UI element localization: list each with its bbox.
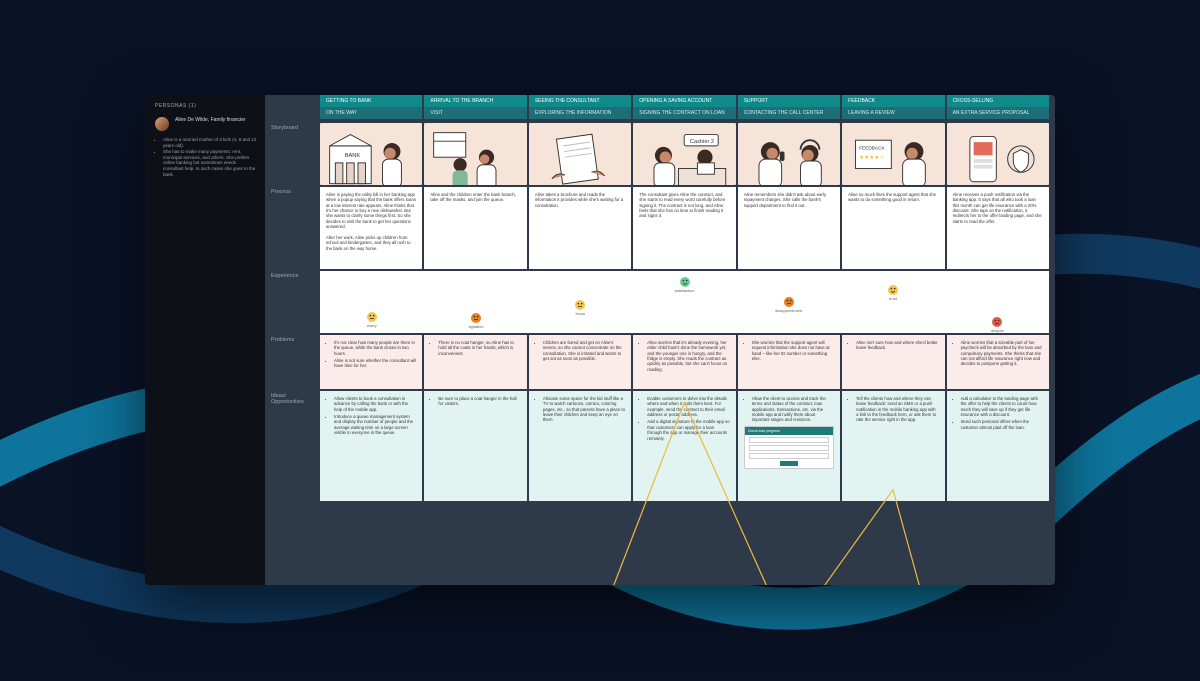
svg-text:★★★★☆: ★★★★☆ xyxy=(859,154,884,161)
svg-text:FEEDBACK: FEEDBACK xyxy=(859,146,885,152)
subphase-1[interactable]: VISIT xyxy=(424,107,526,119)
process-cell-4[interactable]: Aline remembers she didn't ask about ear… xyxy=(738,187,840,269)
subphase-0[interactable]: ON THE WAY xyxy=(320,107,422,119)
experience-point-1[interactable]: agitation xyxy=(471,313,481,323)
experience-point-3[interactable]: satisfaction xyxy=(680,277,690,287)
process-cell-3[interactable]: The consultant gives Aline the contract,… xyxy=(633,187,735,269)
storyboard-scene-6[interactable] xyxy=(947,123,1049,185)
persona-card[interactable]: Aline De Wilde, Family financier xyxy=(155,117,257,131)
process-cell-5[interactable]: Aline so much likes the support agent th… xyxy=(842,187,944,269)
experience-row: Experience worry agitation focus satisfacti… xyxy=(265,271,1049,333)
subphase-6[interactable]: AN EXTRA SERVICE PROPOSAL xyxy=(947,107,1049,119)
storyboard-scene-2[interactable] xyxy=(529,123,631,185)
experience-point-6[interactable]: despair xyxy=(992,317,1002,327)
experience-chart: worry agitation focus satisfaction disappoin… xyxy=(320,271,1049,333)
storyboard-scene-1[interactable] xyxy=(424,123,526,185)
experience-point-0[interactable]: worry xyxy=(367,312,377,322)
phase-0[interactable]: GETTING TO BANK xyxy=(320,95,422,107)
experience-point-5[interactable]: trust xyxy=(888,285,898,295)
sidebar-title: PERSONAS (1) xyxy=(155,103,257,109)
subphase-4[interactable]: CONTACTING THE CALL CENTER xyxy=(738,107,840,119)
persona-description: Aline is a married mother of 3 kids (4, … xyxy=(155,137,257,178)
phase-6[interactable]: CROSS-SELLING xyxy=(947,95,1049,107)
process-cell-1[interactable]: Aline and the children enter the bank br… xyxy=(424,187,526,269)
storyboard-scene-5[interactable]: FEEDBACK ★★★★☆ xyxy=(842,123,944,185)
phase-2[interactable]: SEEING THE CONSULTANT xyxy=(529,95,631,107)
phase-3[interactable]: OPENING A SAVING ACCOUNT xyxy=(633,95,735,107)
persona-name: Aline De Wilde, Family financier xyxy=(175,117,246,123)
phase-row: GETTING TO BANKARRIVAL TO THE BRANCHSEEI… xyxy=(265,95,1049,107)
row-label-problems: Problems xyxy=(265,335,320,389)
storyboard-scene-0[interactable]: BANK xyxy=(320,123,422,185)
subphase-5[interactable]: LEAVING A REVIEW xyxy=(842,107,944,119)
row-label-process: Process xyxy=(265,187,320,269)
subphase-2[interactable]: EXPLORING THE INFORMATION xyxy=(529,107,631,119)
subphase-3[interactable]: SIGNING THE CONTRACT ON LOAN xyxy=(633,107,735,119)
personas-sidebar: PERSONAS (1) Aline De Wilde, Family fina… xyxy=(145,95,265,585)
journey-map-window: PERSONAS (1) Aline De Wilde, Family fina… xyxy=(145,95,1055,585)
experience-point-2[interactable]: focus xyxy=(575,300,585,310)
experience-point-4[interactable]: disappointment xyxy=(784,297,794,307)
storyboard-scene-4[interactable] xyxy=(738,123,840,185)
process-cell-6[interactable]: Aline receives a push notification via t… xyxy=(947,187,1049,269)
process-row: Process Aline is paying the utility bill… xyxy=(265,187,1049,269)
avatar xyxy=(155,117,169,131)
svg-text:BANK: BANK xyxy=(345,153,361,159)
phase-5[interactable]: FEEDBACK xyxy=(842,95,944,107)
process-cell-0[interactable]: Aline is paying the utility bill in her … xyxy=(320,187,422,269)
subphase-row: ON THE WAYVISITEXPLORING THE INFORMATION… xyxy=(265,107,1049,119)
svg-text:Cashier 2: Cashier 2 xyxy=(690,139,714,145)
row-label-storyboard: Storyboard xyxy=(265,123,320,185)
journey-grid: GETTING TO BANKARRIVAL TO THE BRANCHSEEI… xyxy=(265,95,1055,585)
row-label-experience: Experience xyxy=(265,271,320,333)
storyboard-row: Storyboard BANK Cashier 2 FEEDBACK ★★★★☆ xyxy=(265,123,1049,185)
row-label-ideas: Ideas/ Opportunities xyxy=(265,391,320,501)
phase-4[interactable]: SUPPORT xyxy=(738,95,840,107)
process-cell-2[interactable]: Aline takes a brochure and reads the inf… xyxy=(529,187,631,269)
storyboard-scene-3[interactable]: Cashier 2 xyxy=(633,123,735,185)
phase-1[interactable]: ARRIVAL TO THE BRANCH xyxy=(424,95,526,107)
